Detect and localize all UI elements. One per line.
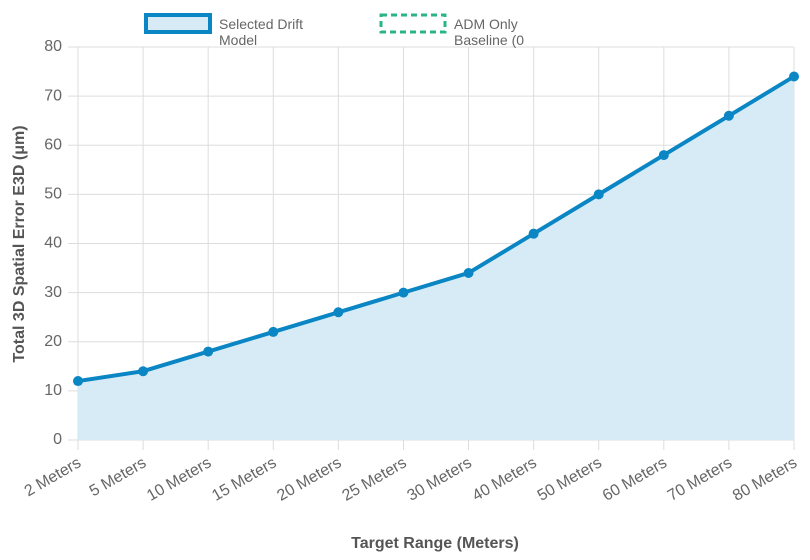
y-tick-label: 40 [44,235,62,252]
x-tick-label: 5 Meters [87,454,149,500]
y-tick-label: 0 [53,431,62,448]
point [789,71,799,82]
point [333,307,344,318]
y-tick-label: 30 [44,284,62,301]
y-tick-label: 60 [44,136,62,153]
x-tick-label: 30 Meters [405,454,475,504]
x-tick-label: 60 Meters [600,454,670,504]
x-tick-label: 2 Meters [22,454,84,500]
point [268,326,279,337]
y-tick-label: 10 [44,382,62,399]
point [528,228,539,239]
x-tick-label: 25 Meters [339,454,409,504]
x-tick-label: 80 Meters [730,454,800,504]
point [593,189,604,200]
x-axis-title: Target Range (Meters) [351,535,519,552]
x-tick-label: 15 Meters [209,454,279,504]
point [463,267,474,278]
point [203,346,214,357]
point [723,110,734,121]
y-tick-label: 20 [44,333,62,350]
x-tick-label: 50 Meters [535,454,605,504]
point [138,366,149,377]
x-tick-label: 10 Meters [144,454,214,504]
point [398,287,409,298]
point [73,376,83,387]
x-tick-label: 70 Meters [665,454,735,504]
point [658,150,669,161]
area [78,76,794,440]
y-axis-title: Total 3D Spatial Error E3D (μm) [11,125,28,362]
x-tick-label: 20 Meters [274,454,344,504]
legend-swatch [144,13,212,34]
y-tick-label: 80 [44,38,62,55]
legend-label: ADM Only Baseline (0 [454,16,525,48]
legend-label: Selected Drift Model [219,16,304,48]
x-tick-label: 40 Meters [470,454,540,504]
line [77,74,796,384]
y-tick-label: 70 [44,87,62,104]
y-tick-label: 50 [44,186,62,203]
legend-swatch [379,13,447,34]
